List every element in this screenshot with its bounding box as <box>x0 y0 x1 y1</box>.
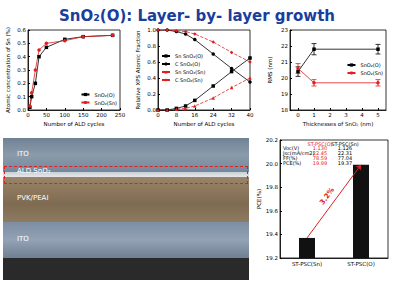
svg-text:5: 5 <box>376 112 380 118</box>
svg-text:3.2%: 3.2% <box>318 186 336 206</box>
svg-text:77.04: 77.04 <box>337 155 353 162</box>
svg-text:0.8: 0.8 <box>147 43 156 49</box>
svg-text:0: 0 <box>26 112 30 118</box>
svg-text:16: 16 <box>191 112 198 118</box>
svg-text:8: 8 <box>175 112 179 118</box>
svg-text:SnO₂(O): SnO₂(O) <box>94 92 114 98</box>
svg-text:4: 4 <box>360 112 364 118</box>
svg-text:19.4: 19.4 <box>266 231 279 237</box>
html-text:PVK/PEAI: PVK/PEAI <box>17 194 49 202</box>
svg-text:0.6: 0.6 <box>17 27 26 33</box>
svg-text:19.2: 19.2 <box>266 255 278 261</box>
svg-text:150: 150 <box>78 112 89 118</box>
svg-text:Jsc(mA/cm2): Jsc(mA/cm2) <box>283 150 315 157</box>
svg-text:SnO₂(O): Layer- by- layer grow: SnO₂(O): Layer- by- layer growth <box>59 7 335 25</box>
svg-text:2: 2 <box>328 112 332 118</box>
svg-text:24: 24 <box>210 112 217 118</box>
svg-text:20.2: 20.2 <box>266 137 278 143</box>
svg-text:19.37: 19.37 <box>338 160 352 166</box>
svg-text:19: 19 <box>281 91 288 97</box>
svg-text:0.3: 0.3 <box>17 67 26 73</box>
svg-text:40: 40 <box>247 112 254 118</box>
svg-text:18: 18 <box>281 107 288 113</box>
svg-text:Atomic concentration of Sn (%): Atomic concentration of Sn (%) <box>5 27 11 113</box>
html-text:ALD SnO₂: ALD SnO₂ <box>17 167 51 175</box>
svg-text:0.0: 0.0 <box>147 107 156 113</box>
svg-text:100: 100 <box>60 112 71 118</box>
svg-text:19.99: 19.99 <box>313 160 327 166</box>
svg-text:200: 200 <box>96 112 107 118</box>
svg-text:78.59: 78.59 <box>312 155 328 162</box>
svg-text:Relative XPS Atomic Fraction: Relative XPS Atomic Fraction <box>135 30 141 110</box>
svg-text:19.8: 19.8 <box>266 184 279 190</box>
svg-text:0: 0 <box>296 112 300 118</box>
svg-text:SnO₂(Sn): SnO₂(Sn) <box>94 100 117 106</box>
svg-text:Sn SnO₂(Sn): Sn SnO₂(Sn) <box>175 69 206 75</box>
svg-text:22: 22 <box>281 43 288 49</box>
svg-text:23: 23 <box>281 27 288 33</box>
svg-text:C SnO₂(O): C SnO₂(O) <box>175 61 200 67</box>
svg-text:PCE(%): PCE(%) <box>283 160 301 166</box>
svg-text:ST-PSC(Sn): ST-PSC(Sn) <box>292 261 322 267</box>
svg-text:22.45: 22.45 <box>312 150 328 157</box>
svg-text:Voc(V): Voc(V) <box>283 145 300 152</box>
html-text:ST-PSC(O) ST-PSC(Sn): ST-PSC(O) ST-PSC(Sn) <box>307 140 359 147</box>
svg-text:Number of ALD cycles: Number of ALD cycles <box>44 121 105 128</box>
svg-text:1.0: 1.0 <box>147 27 156 33</box>
svg-text:32: 32 <box>228 112 235 118</box>
svg-text:0.5: 0.5 <box>17 40 26 46</box>
svg-text:0.2: 0.2 <box>147 91 156 97</box>
svg-text:1.130: 1.130 <box>312 145 328 152</box>
svg-text:SnO₂(Sn): SnO₂(Sn) <box>360 70 383 76</box>
svg-text:1.126: 1.126 <box>337 145 353 152</box>
svg-text:21: 21 <box>281 59 288 65</box>
svg-text:RMS (nm): RMS (nm) <box>267 57 273 84</box>
svg-text:0.2: 0.2 <box>17 80 26 86</box>
svg-text:PCE(%): PCE(%) <box>256 189 262 209</box>
svg-text:0.0: 0.0 <box>17 107 26 113</box>
svg-text:3: 3 <box>344 112 348 118</box>
svg-text:0.4: 0.4 <box>17 54 26 60</box>
svg-text:0: 0 <box>156 112 160 118</box>
html-text:ITO: ITO <box>17 150 29 158</box>
svg-text:50: 50 <box>43 112 50 118</box>
svg-text:0.6: 0.6 <box>147 59 156 65</box>
svg-text:19.6: 19.6 <box>266 208 279 214</box>
svg-text:20.0: 20.0 <box>266 161 279 167</box>
svg-text:C SnO₂(Sn): C SnO₂(Sn) <box>175 77 203 83</box>
svg-text:ST-PSC(O): ST-PSC(O) <box>347 261 375 267</box>
svg-text:Thicknesses of SnO₂ (nm): Thicknesses of SnO₂ (nm) <box>302 121 374 127</box>
svg-text:0.1: 0.1 <box>17 94 26 100</box>
svg-text:1: 1 <box>312 112 316 118</box>
svg-text:0.4: 0.4 <box>147 75 156 81</box>
svg-text:250: 250 <box>115 112 126 118</box>
svg-text:20: 20 <box>281 75 288 81</box>
svg-text:Sn SnO₂(O): Sn SnO₂(O) <box>175 53 203 59</box>
svg-text:SnO₂(O): SnO₂(O) <box>360 62 380 68</box>
html-text:ITO: ITO <box>17 235 29 243</box>
svg-text:FF(%): FF(%) <box>283 155 298 162</box>
svg-text:22.31: 22.31 <box>337 150 353 157</box>
svg-text:Number of ALD cycles: Number of ALD cycles <box>174 121 235 128</box>
